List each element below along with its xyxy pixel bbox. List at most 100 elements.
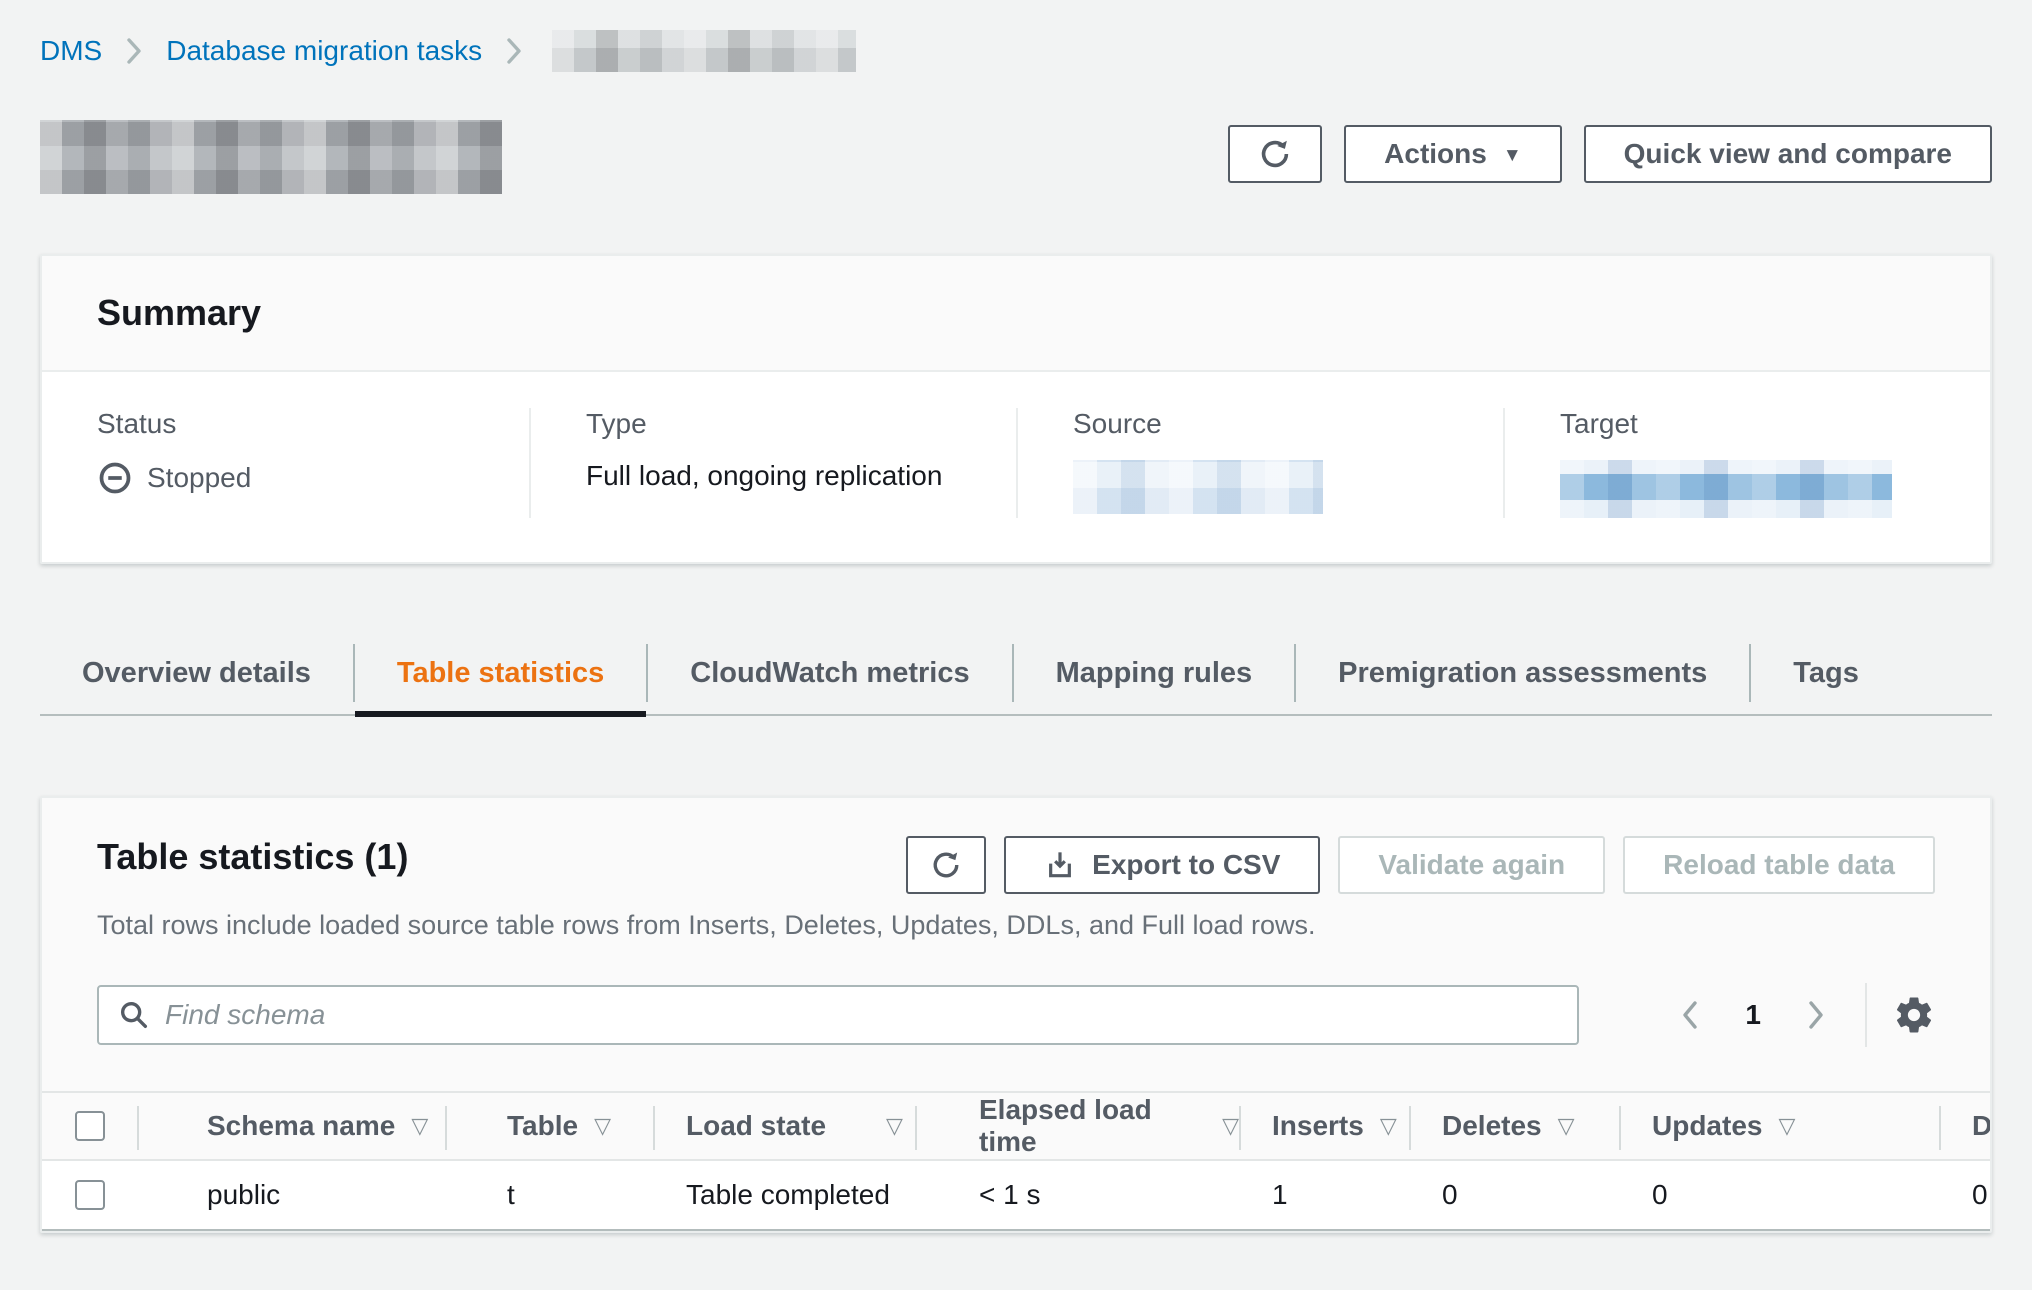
- quick-view-and-compare-button[interactable]: Quick view and compare: [1583, 125, 1992, 183]
- breadcrumb: DMS Database migration tasks: [40, 30, 1992, 72]
- tab-overview-details[interactable]: Overview details: [82, 656, 311, 689]
- column-label: Inserts: [1272, 1110, 1364, 1141]
- column-label: Load state: [686, 1110, 827, 1141]
- tab-cloudwatch-metrics[interactable]: CloudWatch metrics: [690, 656, 970, 689]
- cell-updates: 0: [1652, 1179, 1668, 1210]
- table-statistics-title: Table statistics (1): [97, 836, 409, 877]
- table-refresh-button[interactable]: [906, 836, 987, 894]
- row-checkbox[interactable]: [74, 1180, 105, 1210]
- tab-divider: [1011, 644, 1014, 702]
- summary-panel-header: Summary: [42, 256, 1990, 372]
- page-bottom-strip: [0, 1290, 2032, 1306]
- column-label: D: [1972, 1110, 1992, 1141]
- sort-icon[interactable]: ▽: [411, 1113, 429, 1139]
- sort-icon[interactable]: ▽: [886, 1113, 903, 1139]
- table-statistics-toolbar: Export to CSV Validate again Reload tabl…: [906, 836, 1935, 894]
- cell-table: t: [507, 1179, 515, 1210]
- column-label: Elapsed load time: [979, 1094, 1152, 1157]
- source-value-redacted[interactable]: [1073, 460, 1323, 514]
- validate-again-label: Validate again: [1378, 849, 1566, 880]
- pagination: 1: [1675, 994, 1831, 1036]
- reload-table-data-label: Reload table data: [1663, 849, 1895, 880]
- select-all-checkbox[interactable]: [74, 1111, 105, 1141]
- breadcrumb-item-migration-tasks[interactable]: Database migration tasks: [166, 35, 483, 66]
- export-to-csv-label: Export to CSV: [1092, 849, 1281, 880]
- type-label: Type: [586, 408, 647, 439]
- column-header-updates[interactable]: Updates ▽: [1619, 1093, 1939, 1159]
- table-statistics-description: Total rows include loaded source table r…: [97, 910, 1316, 940]
- sort-icon[interactable]: ▽: [1222, 1113, 1239, 1139]
- schema-search: [97, 985, 1579, 1045]
- column-header-schema-name[interactable]: Schema name ▽: [137, 1093, 445, 1159]
- table-filter-row: 1: [97, 983, 1935, 1047]
- current-page-number[interactable]: 1: [1745, 999, 1761, 1030]
- gear-icon: [1893, 994, 1935, 1036]
- sort-icon[interactable]: ▽: [1778, 1113, 1796, 1139]
- summary-title: Summary: [97, 292, 262, 333]
- summary-field-target: Target: [1503, 408, 1990, 518]
- column-header-elapsed-load-time[interactable]: Elapsed load time ▽: [915, 1093, 1239, 1159]
- page-actions: Actions ▼ Quick view and compare: [1228, 125, 1992, 183]
- table-row[interactable]: public t Table completed < 1 s 1 0 0 0: [42, 1161, 1990, 1231]
- search-icon: [117, 998, 151, 1032]
- sort-icon[interactable]: ▽: [594, 1113, 611, 1139]
- chevron-right-icon: [504, 36, 524, 66]
- column-label: Table: [507, 1110, 579, 1141]
- tab-premigration-assessments[interactable]: Premigration assessments: [1338, 656, 1708, 689]
- status-stopped-icon: [97, 460, 133, 496]
- breadcrumb-item-dms[interactable]: DMS: [40, 35, 103, 66]
- table-header-row: Schema name ▽ Table ▽ Load state ▽ Elaps…: [42, 1091, 1992, 1161]
- column-header-table[interactable]: Table ▽: [445, 1093, 653, 1159]
- cell-load-state: Table completed: [686, 1179, 890, 1210]
- page-title-redacted: [40, 120, 502, 194]
- divider: [1865, 983, 1867, 1047]
- next-page-button[interactable]: [1801, 994, 1831, 1036]
- refresh-icon: [1257, 136, 1293, 172]
- tab-divider: [646, 644, 649, 702]
- breadcrumb-item-task-name-redacted: [552, 30, 857, 72]
- validate-again-button[interactable]: Validate again: [1338, 836, 1606, 894]
- actions-dropdown-label: Actions: [1384, 138, 1487, 169]
- sort-icon[interactable]: ▽: [1379, 1113, 1397, 1139]
- download-icon: [1044, 849, 1076, 881]
- table-preferences-button[interactable]: [1893, 994, 1935, 1036]
- target-value-redacted[interactable]: [1560, 460, 1892, 518]
- cell-ddls-clipped: 0: [1972, 1179, 1988, 1210]
- status-value: Stopped: [147, 462, 252, 493]
- tab-mapping-rules[interactable]: Mapping rules: [1055, 656, 1253, 689]
- previous-page-button[interactable]: [1675, 994, 1705, 1036]
- column-header-ddls-clipped[interactable]: D: [1939, 1093, 1992, 1159]
- column-header-inserts[interactable]: Inserts ▽: [1239, 1093, 1409, 1159]
- find-schema-input[interactable]: [97, 985, 1579, 1045]
- column-header-deletes[interactable]: Deletes ▽: [1409, 1093, 1619, 1159]
- summary-field-status: Status Stopped: [42, 408, 529, 518]
- cell-inserts: 1: [1272, 1179, 1288, 1210]
- summary-field-source: Source: [1016, 408, 1503, 518]
- chevron-right-icon: [124, 36, 144, 66]
- column-label: Schema name: [207, 1110, 396, 1141]
- sort-icon[interactable]: ▽: [1557, 1113, 1575, 1139]
- type-value: Full load, ongoing replication: [586, 460, 943, 491]
- task-detail-tabs: Overview details Table statistics CloudW…: [40, 631, 1992, 717]
- export-to-csv-button[interactable]: Export to CSV: [1004, 836, 1321, 894]
- tab-table-statistics[interactable]: Table statistics: [354, 631, 647, 717]
- refresh-button[interactable]: [1228, 125, 1323, 183]
- cell-elapsed-load-time: < 1 s: [979, 1179, 1041, 1210]
- actions-dropdown-button[interactable]: Actions ▼: [1344, 125, 1562, 183]
- reload-table-data-button[interactable]: Reload table data: [1623, 836, 1935, 894]
- table-statistics-panel: Table statistics (1): [40, 796, 1992, 1233]
- summary-body: Status Stopped Type Full load, ongoing r…: [42, 372, 1990, 562]
- summary-panel: Summary Status Stopped Type: [40, 254, 1992, 564]
- tab-divider: [1749, 644, 1752, 702]
- table-statistics-header: Table statistics (1): [42, 798, 1990, 1047]
- target-label: Target: [1560, 408, 1638, 439]
- refresh-icon: [929, 848, 963, 882]
- status-label: Status: [97, 408, 177, 439]
- quick-view-label: Quick view and compare: [1623, 138, 1952, 169]
- tab-divider: [352, 644, 355, 702]
- cell-deletes: 0: [1442, 1179, 1458, 1210]
- dms-task-page: DMS Database migration tasks Actions: [0, 30, 2032, 1233]
- column-label: Deletes: [1442, 1110, 1542, 1141]
- tab-tags[interactable]: Tags: [1793, 656, 1859, 689]
- column-header-load-state[interactable]: Load state ▽: [653, 1093, 915, 1159]
